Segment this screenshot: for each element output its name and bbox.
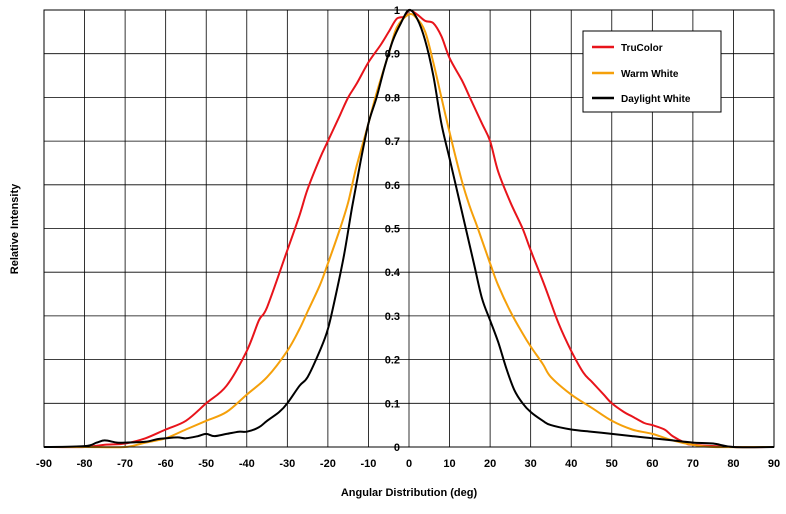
y-tick-label: 0.1: [385, 398, 400, 410]
plot-border: [43, 9, 775, 448]
y-tick-label: 1: [394, 5, 400, 17]
y-tick-label: 0.9: [385, 49, 400, 61]
x-tick-label: -40: [239, 458, 255, 470]
x-tick-label: 40: [565, 458, 577, 470]
y-tick-label: 0.3: [385, 311, 400, 323]
x-tick-label: 90: [768, 458, 780, 470]
x-tick-label: 70: [687, 458, 699, 470]
x-tick-label: 0: [406, 458, 412, 470]
x-tick-label: -20: [320, 458, 336, 470]
legend-label-trucolor: TruColor: [621, 43, 663, 54]
y-tick-label: 0.5: [385, 224, 400, 236]
series-lines: [43, 8, 775, 449]
x-tick-label: -70: [117, 458, 133, 470]
x-tick-label: -80: [77, 458, 93, 470]
legend: TruColor Warm White Daylight White: [582, 30, 722, 113]
y-tick-label: 0.2: [385, 355, 400, 367]
x-tick-label: 30: [525, 458, 537, 470]
series-line-daylight-white: [43, 8, 775, 449]
x-tick-label: 80: [727, 458, 739, 470]
x-tick-label: -10: [360, 458, 376, 470]
x-tick-label: -30: [279, 458, 295, 470]
y-axis-label: Relative Intensity: [9, 183, 21, 274]
y-tick-label: 0.6: [385, 180, 400, 192]
y-tick-label: 0.7: [385, 136, 400, 148]
x-axis-label: Angular Distribution (deg): [341, 487, 478, 499]
x-tick-label: -60: [158, 458, 174, 470]
x-tick-label: 60: [646, 458, 658, 470]
series-line-trucolor: [43, 8, 775, 449]
y-tick-labels: 0 0.1 0.2 0.3 0.4 0.5 0.6 0.7 0.8 0.9 1: [385, 5, 401, 454]
x-tick-label: 10: [443, 458, 455, 470]
y-tick-label: 0.8: [385, 92, 400, 104]
x-tick-label: -50: [198, 458, 214, 470]
legend-label-daylight-white: Daylight White: [621, 94, 691, 105]
x-tick-label: -90: [36, 458, 52, 470]
y-tick-label: 0.4: [385, 267, 401, 279]
y-tick-label: 0: [394, 442, 400, 454]
x-tick-labels: -90 -80 -70 -60 -50 -40 -30 -20 -10 0 10 20 30 40 50 60…: [36, 458, 780, 470]
legend-label-warm-white: Warm White: [621, 69, 679, 80]
x-tick-label: 50: [606, 458, 618, 470]
x-tick-label: 20: [484, 458, 496, 470]
